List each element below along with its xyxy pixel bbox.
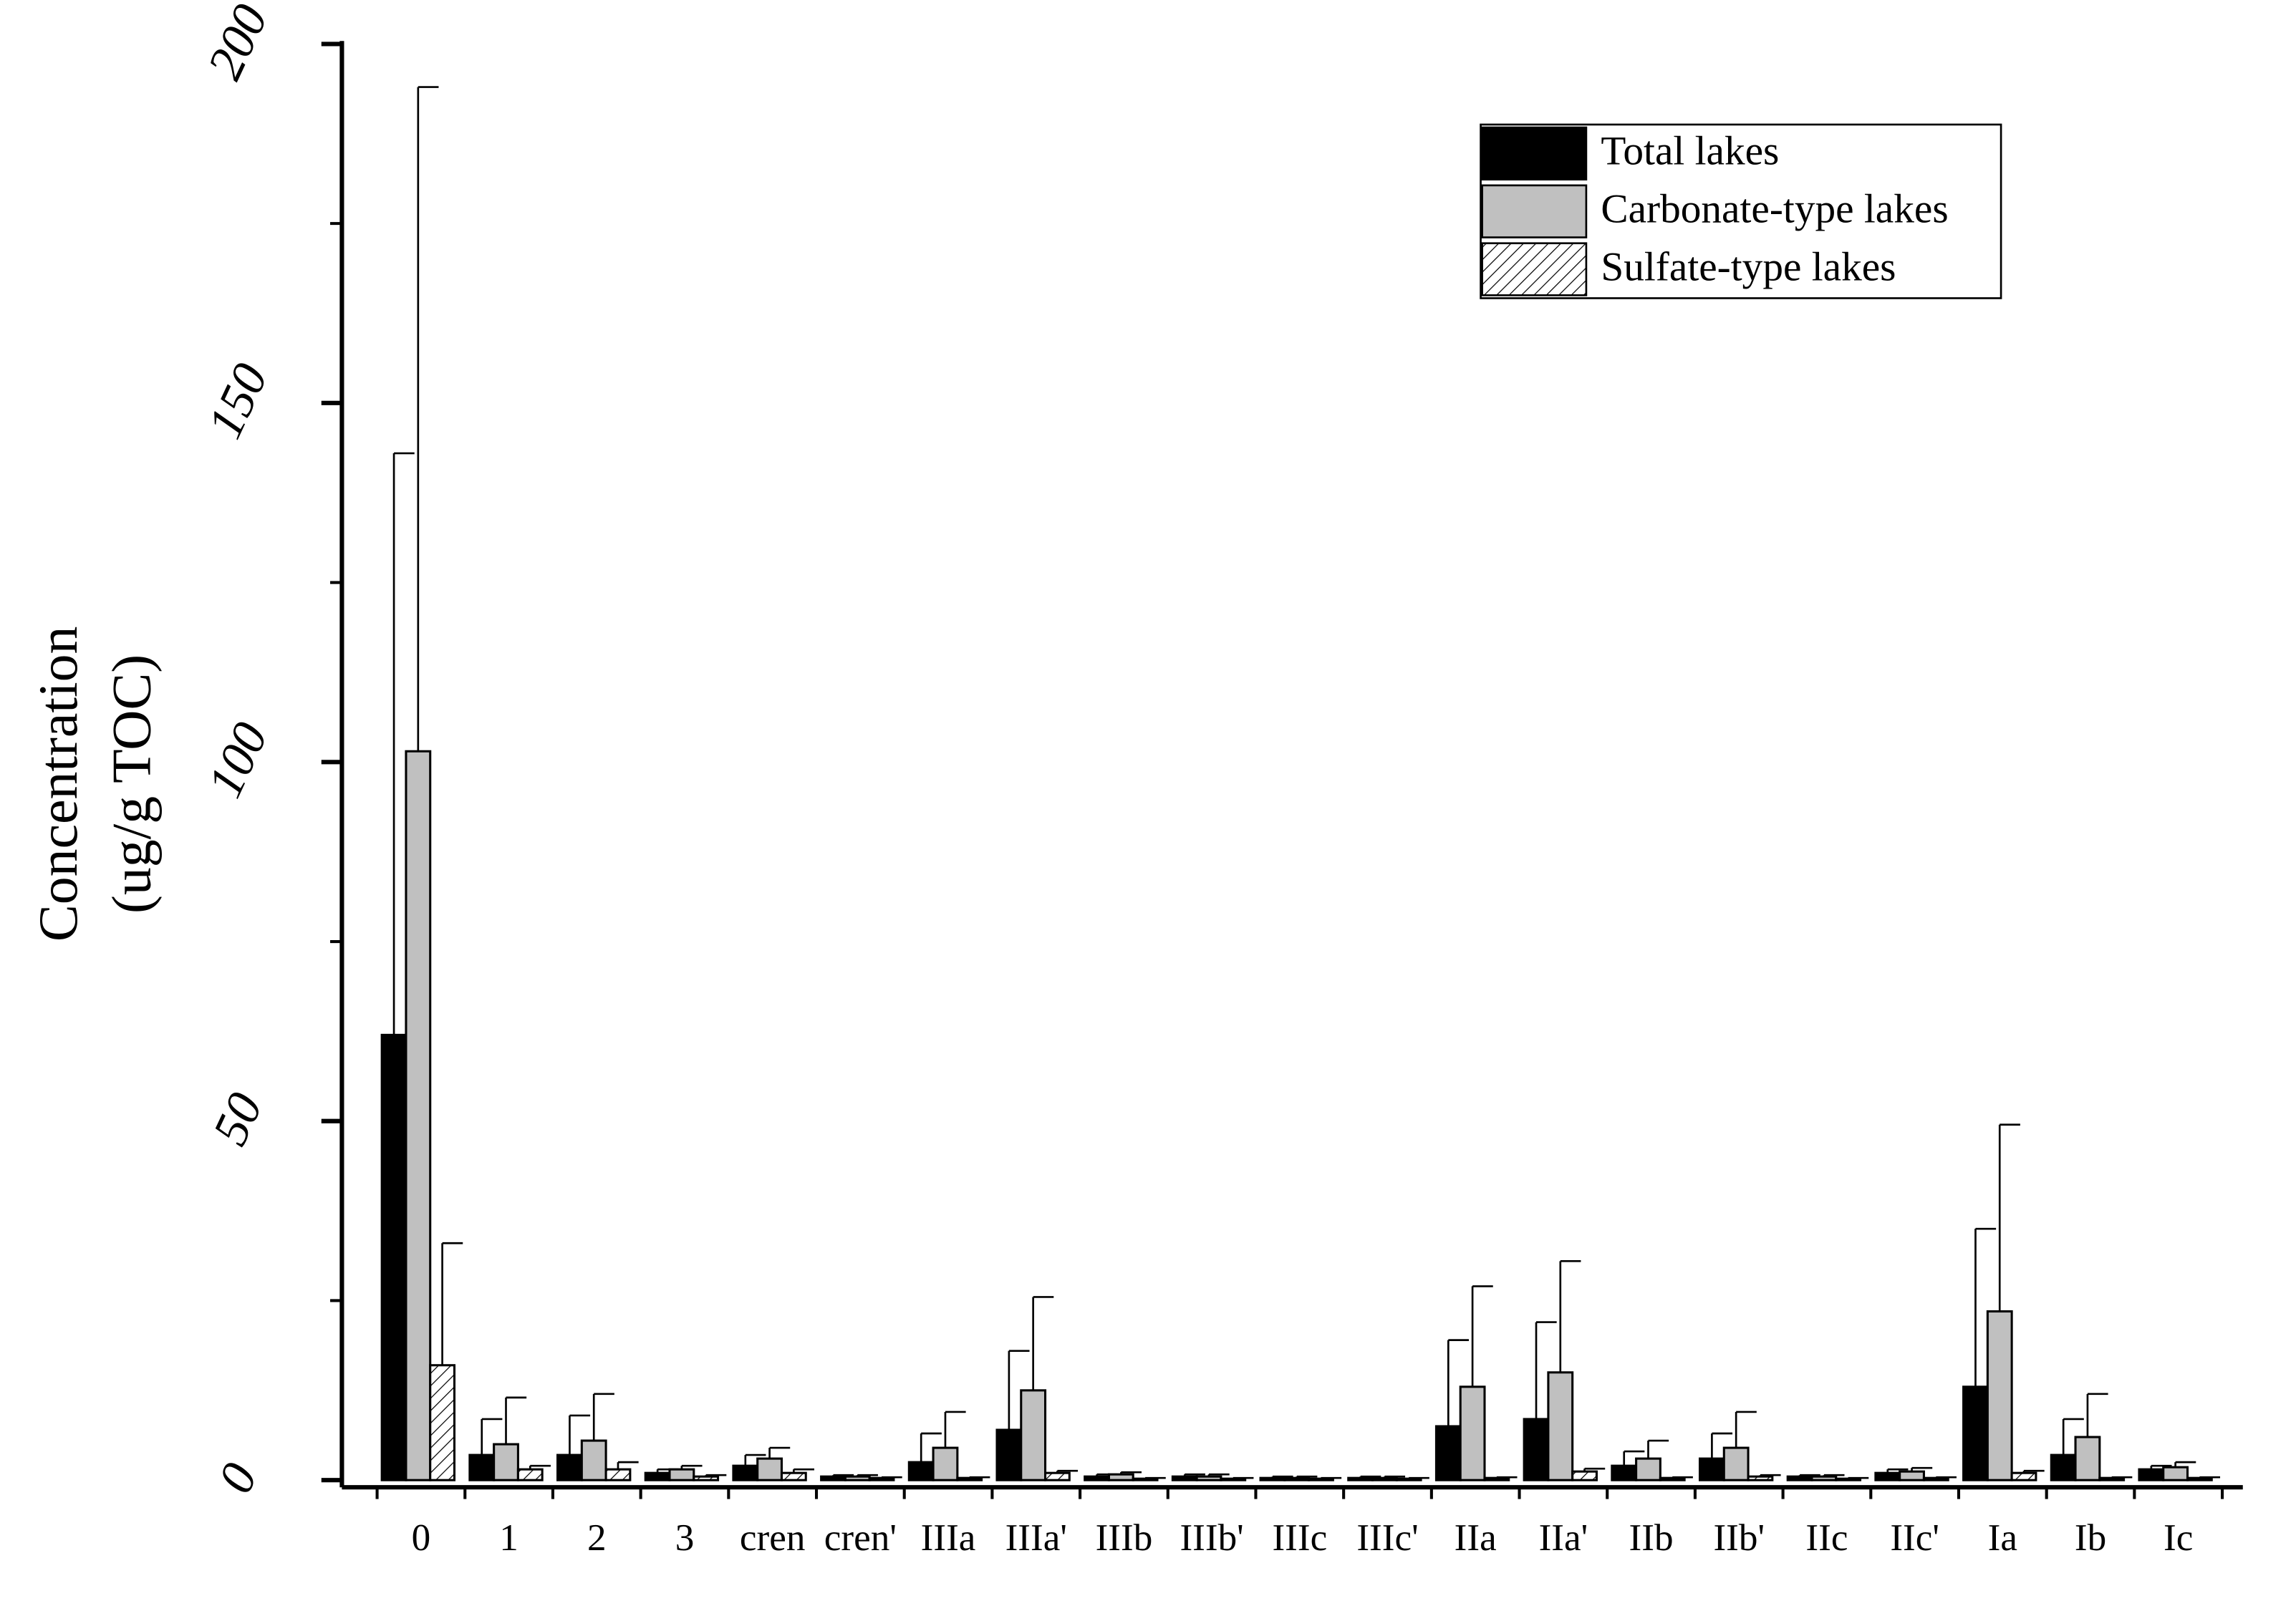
bar — [1810, 1475, 1838, 1481]
x-tick-label: IIa' — [1539, 1516, 1588, 1559]
bar — [2098, 1476, 2126, 1481]
bar — [580, 1439, 607, 1481]
bar — [2074, 1436, 2101, 1481]
bar — [1523, 1418, 1550, 1481]
bar — [1786, 1475, 1813, 1481]
bar — [1483, 1476, 1510, 1481]
bar — [1747, 1475, 1774, 1481]
bar — [1698, 1457, 1725, 1481]
bar — [820, 1475, 846, 1481]
bar — [844, 1475, 871, 1481]
bar — [1195, 1475, 1222, 1481]
bar — [1259, 1476, 1286, 1481]
legend-swatch — [1481, 242, 1588, 296]
bar — [516, 1468, 544, 1481]
bar — [1722, 1446, 1750, 1481]
bar — [1874, 1471, 1901, 1481]
legend-swatch — [1481, 184, 1588, 238]
x-tick-label: IIb — [1629, 1516, 1674, 1559]
bar — [1962, 1385, 1989, 1481]
bar — [1659, 1476, 1686, 1481]
bar — [1084, 1475, 1110, 1481]
bar — [604, 1468, 632, 1481]
x-tick-label: IIIa' — [1005, 1516, 1067, 1559]
y-tick-label: 100 — [197, 715, 279, 806]
bar — [1395, 1477, 1422, 1481]
bar — [1308, 1477, 1334, 1481]
bar — [1107, 1473, 1134, 1481]
y-axis-label: Concentration — [27, 627, 89, 942]
bar — [995, 1428, 1023, 1481]
y-tick-label: 0 — [208, 1455, 268, 1501]
bar — [1899, 1470, 1925, 1481]
x-tick-label: IIIa — [921, 1516, 976, 1559]
bar — [1986, 1310, 2013, 1481]
legend-label: Sulfate-type lakes — [1601, 244, 1896, 289]
bar — [1547, 1371, 1574, 1481]
x-tick-label: cren' — [824, 1516, 897, 1559]
bar — [1132, 1477, 1159, 1481]
bar — [1835, 1477, 1862, 1481]
y-tick-label: 50 — [203, 1085, 274, 1153]
bar — [429, 1364, 456, 1481]
bar — [868, 1476, 895, 1481]
bar — [2010, 1471, 2037, 1481]
legend-label: Carbonate-type lakes — [1601, 186, 1948, 231]
bar — [2050, 1453, 2077, 1481]
bar — [1220, 1477, 1247, 1481]
bar — [1044, 1471, 1071, 1481]
x-tick-label: IIc' — [1890, 1516, 1939, 1559]
bar — [1171, 1475, 1198, 1481]
bar — [693, 1475, 720, 1481]
bar — [1922, 1476, 1949, 1481]
bar — [780, 1471, 807, 1481]
x-tick-label: 2 — [587, 1516, 607, 1559]
x-tick-label: IIIc' — [1356, 1516, 1418, 1559]
bar — [1611, 1464, 1638, 1481]
x-tick-label: Ib — [2075, 1516, 2106, 1559]
x-tick-label: 3 — [675, 1516, 695, 1559]
bar — [1434, 1425, 1462, 1481]
x-tick-label: Ia — [1988, 1516, 2017, 1559]
bar — [1371, 1476, 1398, 1481]
x-tick-label: cren — [740, 1516, 806, 1559]
y-axis-label: (ug/g TOC) — [100, 654, 162, 914]
bar — [1635, 1457, 1661, 1481]
bar — [405, 750, 432, 1481]
bar — [956, 1476, 983, 1481]
bar — [932, 1446, 959, 1481]
bar — [1020, 1389, 1047, 1481]
bar — [493, 1443, 519, 1481]
bar — [556, 1453, 583, 1481]
x-tick-label: IIc — [1805, 1516, 1848, 1559]
x-tick-label: 1 — [499, 1516, 518, 1559]
legend-label: Total lakes — [1601, 129, 1779, 174]
bar — [2138, 1468, 2165, 1481]
bar — [1571, 1470, 1598, 1481]
bar — [2162, 1466, 2189, 1481]
bar — [2186, 1476, 2213, 1481]
bar — [907, 1461, 935, 1481]
bar — [668, 1468, 695, 1481]
x-tick-label: Ic — [2164, 1516, 2193, 1559]
bar — [468, 1453, 496, 1481]
bar — [1459, 1385, 1486, 1481]
legend-swatch — [1481, 126, 1588, 181]
bar — [1283, 1476, 1311, 1481]
bar — [732, 1464, 759, 1481]
x-tick-label: IIIb — [1096, 1516, 1153, 1559]
x-tick-label: IIIc — [1272, 1516, 1327, 1559]
bar — [644, 1471, 671, 1481]
bar — [1347, 1476, 1374, 1481]
y-tick-label: 150 — [197, 356, 279, 447]
bar — [756, 1457, 783, 1481]
bar — [380, 1033, 407, 1481]
y-tick-label: 200 — [197, 0, 279, 87]
x-tick-label: IIb' — [1713, 1516, 1765, 1559]
x-tick-label: IIIb' — [1180, 1516, 1243, 1559]
x-tick-label: IIa — [1455, 1516, 1497, 1559]
x-tick-label: 0 — [412, 1516, 431, 1559]
